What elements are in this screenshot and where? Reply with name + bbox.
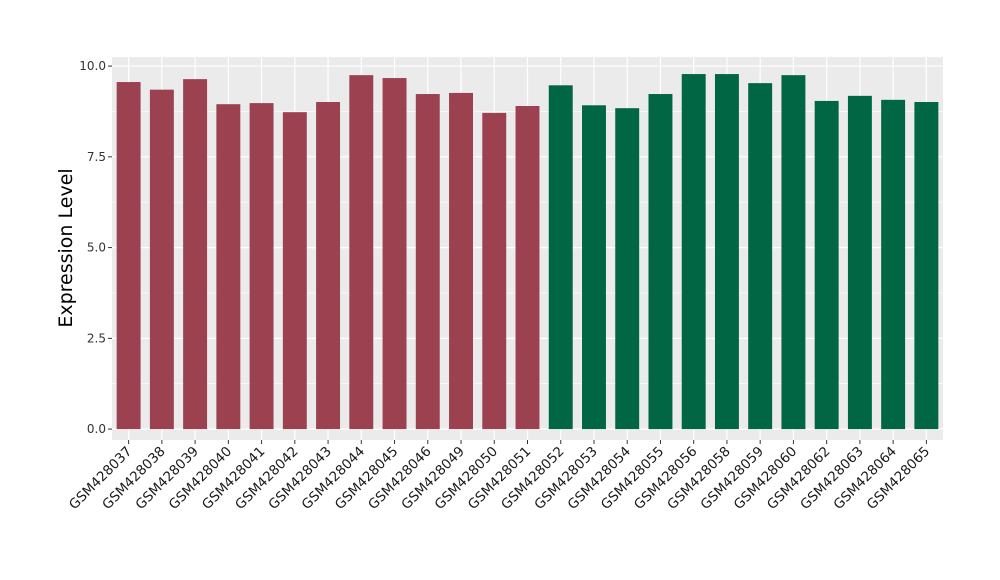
bar-GSM428062 [814, 100, 839, 430]
bar-GSM428054 [615, 108, 640, 430]
y-tick-label: 5.0 [87, 241, 106, 255]
bar-GSM428037 [116, 82, 141, 430]
bar-GSM428051 [515, 106, 540, 430]
bar-GSM428046 [415, 94, 440, 430]
bar-GSM428064 [881, 99, 906, 430]
y-axis: 0.0 2.5 5.0 7.5 10.0 [79, 59, 112, 436]
y-tick-label: 0.0 [87, 422, 106, 436]
bar-GSM428055 [648, 94, 673, 430]
bar-GSM428044 [349, 75, 374, 430]
bar-GSM428060 [781, 75, 806, 430]
x-axis: GSM428037GSM428038GSM428039GSM428040GSM4… [66, 440, 933, 513]
y-axis-title: Expression Level [55, 168, 77, 327]
y-tick-label: 10.0 [79, 59, 106, 73]
bar-GSM428056 [681, 74, 706, 430]
bar-GSM428041 [249, 103, 274, 430]
bars [116, 74, 939, 430]
bar-GSM428059 [748, 83, 773, 430]
bar-GSM428058 [714, 74, 739, 430]
bar-GSM428040 [216, 104, 241, 430]
y-tick-label: 2.5 [87, 331, 106, 345]
bar-GSM428043 [316, 102, 341, 430]
y-tick-label: 7.5 [87, 150, 106, 164]
bar-GSM428063 [847, 95, 872, 430]
bar-GSM428038 [149, 89, 174, 430]
bar-GSM428049 [449, 92, 473, 430]
bar-GSM428050 [482, 112, 507, 430]
bar-GSM428053 [582, 105, 606, 430]
bar-GSM428052 [548, 85, 573, 430]
bar-GSM428045 [382, 78, 407, 430]
bar-GSM428065 [914, 102, 939, 430]
bar-GSM428042 [282, 112, 307, 430]
bar-GSM428039 [183, 79, 208, 430]
